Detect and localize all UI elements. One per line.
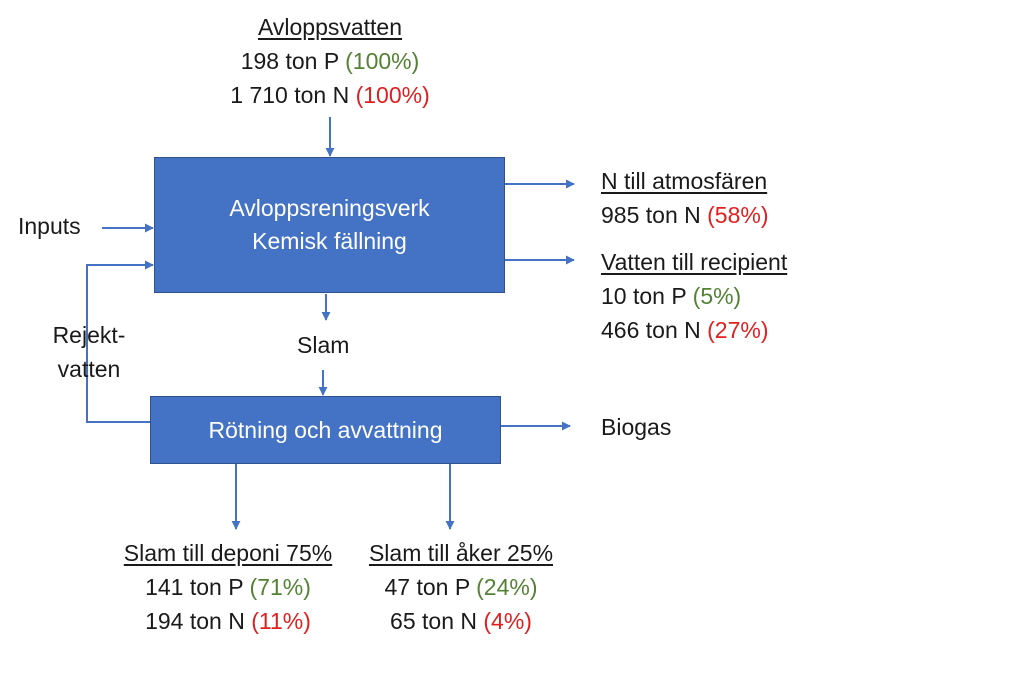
recipient-output: Vatten till recipient 10 ton P (5%) 466 … [601, 245, 787, 347]
farmland-output: Slam till åker 25% 47 ton P (24%) 65 ton… [355, 536, 567, 638]
farmland-p: 47 ton P (24%) [384, 574, 538, 600]
wastewater-title: Avloppsvatten [257, 14, 403, 40]
landfill-n: 194 ton N (11%) [145, 608, 311, 634]
landfill-p: 141 ton P (71%) [145, 574, 311, 600]
treatment-plant-subtitle: Kemisk fällning [252, 228, 407, 254]
sludge-label: Slam [297, 332, 350, 358]
treatment-plant-box: Avloppsreningsverk Kemisk fällning [154, 157, 505, 293]
arrow-reject-water [86, 260, 154, 423]
digestion-box: Rötning och avvattning [150, 396, 501, 464]
recipient-p: 10 ton P (5%) [601, 283, 742, 309]
recipient-n: 466 ton N (27%) [601, 317, 769, 343]
digestion-title: Rötning och avvattning [208, 416, 443, 443]
recipient-title: Vatten till recipient [601, 249, 788, 275]
farmland-n: 65 ton N (4%) [390, 608, 532, 634]
wastewater-p: 198 ton P (100%) [240, 48, 420, 74]
atmosphere-n: 985 ton N (58%) [601, 202, 769, 228]
inputs-label: Inputs [18, 213, 81, 239]
landfill-output: Slam till deponi 75% 141 ton P (71%) 194… [108, 536, 348, 638]
wastewater-label: Avloppsvatten 198 ton P (100%) 1 710 ton… [230, 10, 430, 112]
atmosphere-output: N till atmosfären 985 ton N (58%) [601, 164, 769, 232]
landfill-title: Slam till deponi 75% [123, 540, 333, 566]
reject-water-label: Rejekt- vatten [52, 322, 126, 382]
farmland-title: Slam till åker 25% [368, 540, 554, 566]
treatment-plant-title: Avloppsreningsverk [229, 195, 430, 221]
wastewater-n: 1 710 ton N (100%) [230, 82, 430, 108]
biogas-label: Biogas [601, 414, 672, 440]
atmosphere-title: N till atmosfären [601, 168, 768, 194]
